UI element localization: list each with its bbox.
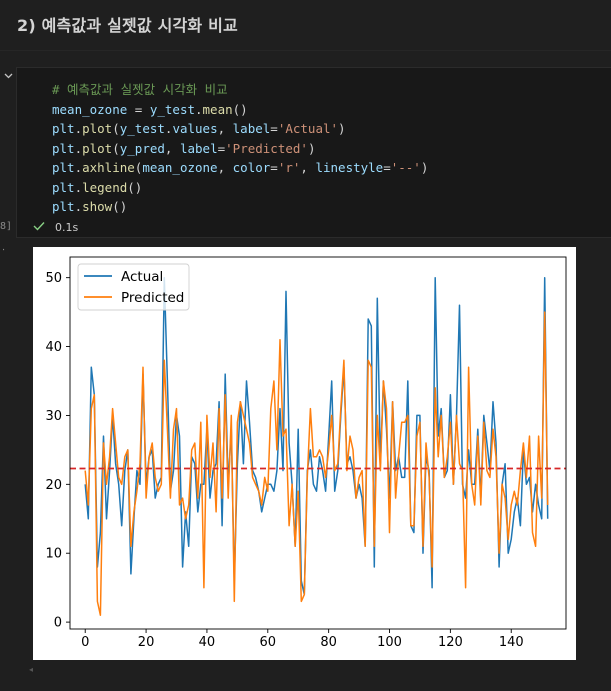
code-token: , [164,140,180,156]
x-tick-label: 100 [377,635,402,650]
code-token: plot [82,121,113,136]
code-line[interactable]: mean_ozone = y_test.mean() [52,100,428,120]
legend: Actual Predicted [77,263,190,311]
cell-divider [0,50,611,51]
code-token: = [127,101,150,117]
markdown-heading: 2) 예측값과 실젯값 시각화 비교 [17,16,238,35]
line-chart: 0 20 40 60 80 100 120 140 0 10 20 30 40 50 Actual Predi… [45,256,567,650]
y-tick-label: 0 [54,616,62,631]
code-token: . [74,199,83,214]
code-token: . [74,160,83,175]
scroll-left-icon[interactable]: ◂ [29,665,34,674]
code-token: label [179,140,218,156]
check-icon [33,220,47,235]
x-tick-label: 80 [320,635,337,650]
y-tick-label: 40 [45,340,62,355]
code-token: ) [420,160,429,175]
chevron-down-icon[interactable] [3,70,15,82]
code-token: () [112,199,128,214]
execution-time: 0.1s [55,221,79,234]
code-token: plt [52,140,75,156]
code-token: plt [52,199,75,214]
code-token: . [74,140,83,156]
code-token: legend [82,179,128,195]
code-token: ( [112,140,120,156]
code-token: color [232,160,271,175]
execution-count: 8] [0,221,13,232]
y-tick-label: 50 [45,271,62,286]
code-token: y_test [119,121,165,136]
code-token: = [383,160,391,175]
code-token: 'Predicted' [225,140,308,156]
code-token: = [270,121,278,136]
code-token: plt [52,179,75,195]
code-token: ( [112,121,120,136]
code-token: plt [52,121,75,136]
execution-status: 0.1s [33,220,78,235]
y-tick-label: 20 [45,478,62,493]
x-tick-label: 20 [138,635,155,650]
y-tick-label: 30 [45,409,62,424]
code-token: show [82,199,113,214]
x-tick-label: 40 [199,635,216,650]
code-token: values [172,121,218,136]
code-token: . [164,121,173,136]
code-token: 'r' [277,160,301,175]
code-line[interactable]: plt.axhline(mean_ozone, color='r', lines… [52,158,428,178]
code-token: '--' [390,160,421,175]
code-token: () [232,101,248,117]
code-line[interactable]: plt.plot(y_test.values, label='Actual') [52,119,428,139]
code-token: mean_ozone [52,101,128,117]
code-token: 'Actual' [277,121,339,136]
code-line[interactable]: plt.legend() [52,178,428,198]
axes-frame [69,256,567,630]
output-marker: ⋅ [2,245,6,256]
code-token: = [217,140,226,156]
code-token: plt [52,160,75,175]
code-token: . [74,179,83,195]
code-token: = [270,160,278,175]
code-token: , [217,121,233,136]
code-line[interactable]: # 예측값과 실젯값 시각화 비교 [52,80,428,100]
code-token: # 예측값과 실젯값 시각화 비교 [52,82,228,97]
code-token: label [232,121,271,136]
legend-label-predicted: Predicted [121,290,184,306]
code-token: () [127,179,143,195]
code-token: plot [82,140,113,156]
code-token: mean [202,101,233,117]
series-line-predicted [84,311,549,616]
code-editor[interactable]: # 예측값과 실젯값 시각화 비교 mean_ozone = y_test.mea… [52,80,428,217]
code-token: mean_ozone [142,160,218,175]
code-token: linestyle [315,160,384,175]
x-tick-label: 120 [438,635,463,650]
code-token: axhline [82,160,135,175]
code-token: ) [338,121,346,136]
x-tick-label: 140 [499,635,524,650]
code-line[interactable]: plt.plot(y_pred, label='Predicted') [52,139,428,159]
code-token: . [74,121,83,136]
code-token: y_test [149,101,195,117]
code-token: y_pred [119,140,165,156]
x-tick-label: 0 [81,635,89,650]
code-cell[interactable]: # 예측값과 실젯값 시각화 비교 mean_ozone = y_test.mea… [16,67,611,238]
plot-output: 0 20 40 60 80 100 120 140 0 10 20 30 40 50 Actual Predi… [33,247,576,660]
code-token: , [300,160,316,175]
code-token: . [195,101,203,117]
code-token: , [217,160,233,175]
legend-label-actual: Actual [121,269,163,285]
code-token: ( [134,160,143,175]
code-token: ) [307,140,316,156]
code-line[interactable]: plt.show() [52,197,428,217]
x-tick-label: 60 [260,635,277,650]
y-tick-label: 10 [45,547,62,562]
